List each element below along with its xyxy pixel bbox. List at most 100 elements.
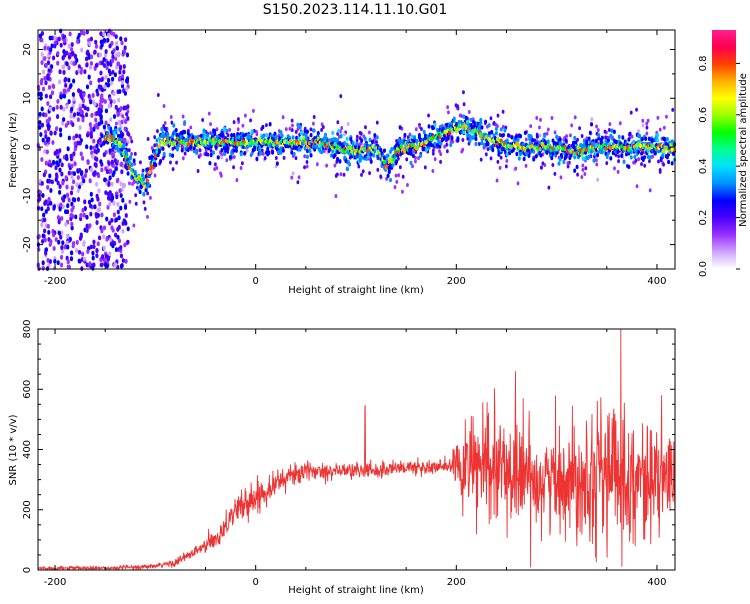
spectrogram-ridge-point xyxy=(336,156,340,162)
spectrogram-ridge-point xyxy=(462,114,466,119)
spectrogram-noise-point xyxy=(51,55,56,61)
spectrogram-ridge-point xyxy=(163,126,167,132)
spectrogram-noise-point xyxy=(99,31,103,37)
spectrogram-ridge-point xyxy=(331,148,335,154)
spectrogram-noise-point xyxy=(580,174,584,179)
spectrogram-ridge-point xyxy=(174,127,178,133)
spectrogram-noise-point xyxy=(305,159,309,164)
spectrogram-noise-point xyxy=(43,45,47,51)
spectrogram-ridge-point xyxy=(204,151,208,157)
spectrogram-noise-point xyxy=(58,127,63,133)
y-tick-label: 800 xyxy=(22,319,33,338)
spectrogram-noise-point xyxy=(553,130,557,135)
spectrogram-noise-point xyxy=(263,156,267,161)
spectrogram-ridge-point xyxy=(106,130,110,136)
spectrogram-ridge-point xyxy=(636,149,640,155)
spectrogram-ridge-point xyxy=(531,137,535,143)
spectrogram-noise-point xyxy=(64,155,69,161)
spectrogram-ridge-point xyxy=(610,128,614,133)
spectrogram-ridge-point xyxy=(349,145,353,151)
spectrogram-noise-point xyxy=(56,260,60,266)
spectrogram-noise-point xyxy=(53,258,57,264)
spectrogram-noise-point xyxy=(40,222,44,228)
spectrogram-ridge-point xyxy=(309,153,313,158)
spectrogram-noise-point xyxy=(85,29,89,35)
spectrogram-noise-point xyxy=(635,107,638,112)
spectrogram-noise-point xyxy=(617,154,620,159)
spectrogram-noise-point xyxy=(67,77,71,83)
spectrogram-noise-point xyxy=(121,221,125,226)
spectrogram-ridge-point xyxy=(234,135,238,141)
spectrogram-noise-point xyxy=(121,114,125,119)
spectrogram-ridge-point xyxy=(409,151,413,156)
spectrogram-noise-point xyxy=(249,118,252,123)
spectrogram-noise-point xyxy=(214,162,217,167)
spectrogram-ridge-point xyxy=(348,162,352,167)
spectrogram-ridge-point xyxy=(119,137,123,142)
spectrogram-ridge-point xyxy=(657,148,661,154)
spectrogram-noise-point xyxy=(99,70,103,76)
spectrogram-noise-point xyxy=(613,166,616,171)
spectrogram-noise-point xyxy=(56,215,61,220)
spectrogram-noise-point xyxy=(94,214,99,219)
spectrogram-ridge-point xyxy=(468,134,472,139)
spectrogram-ridge-point xyxy=(410,134,414,140)
spectrogram-ridge-point xyxy=(627,164,631,170)
y-tick-label: 10 xyxy=(22,92,33,105)
spectrogram-noise-point xyxy=(72,171,77,177)
spectrogram-noise-point xyxy=(110,159,114,165)
spectrogram-noise-point xyxy=(112,31,116,37)
spectrogram-noise-point xyxy=(67,54,71,60)
spectrogram-ridge-point xyxy=(147,182,151,187)
spectrogram-noise-point xyxy=(47,116,52,122)
spectrogram-ridge-point xyxy=(348,151,352,156)
spectrogram-noise-point xyxy=(125,52,130,58)
colorbar-tick-label: 0.2 xyxy=(698,210,709,226)
spectrogram-ridge-point xyxy=(144,187,148,193)
spectrogram-noise-point xyxy=(414,159,417,164)
spectrogram-ridge-point xyxy=(651,138,655,143)
spectrogram-ridge-point xyxy=(486,141,490,147)
spectrogram-ridge-point xyxy=(255,156,259,162)
spectrogram-noise-point xyxy=(64,82,68,88)
spectrogram-noise-point xyxy=(82,256,87,262)
spectrogram-y-label: Frequency (Hz) xyxy=(8,112,19,188)
snr-x-axis: -200 0 200 400 xyxy=(44,329,666,588)
spectrogram-ridge-point xyxy=(154,162,158,168)
spectrogram-ridge-point xyxy=(667,159,671,165)
spectrogram-noise-point xyxy=(60,162,64,168)
spectrogram-noise-point xyxy=(427,113,430,118)
spectrogram-noise-point xyxy=(232,120,236,125)
spectrogram-noise-point xyxy=(153,135,157,140)
spectrogram-ridge-point xyxy=(161,130,165,136)
spectrogram-noise-point xyxy=(551,162,555,167)
spectrogram-noise-point xyxy=(546,127,550,132)
spectrogram-noise-point xyxy=(78,133,82,139)
spectrogram-noise-point xyxy=(49,188,53,193)
spectrogram-noise-point xyxy=(122,69,126,75)
spectrogram-ridge-point xyxy=(532,157,536,162)
spectrogram-noise-point xyxy=(112,99,117,105)
spectrogram-noise-point xyxy=(86,160,90,166)
spectrogram-noise-point xyxy=(40,106,44,112)
spectrogram-noise-point xyxy=(92,244,96,250)
spectrogram-noise-point xyxy=(55,104,59,110)
spectrogram-noise-point xyxy=(126,109,130,114)
spectrogram-noise-point xyxy=(64,221,68,227)
spectrogram-noise-point xyxy=(69,113,73,119)
spectrogram-ridge-point xyxy=(144,174,148,179)
spectrogram-noise-point xyxy=(501,109,505,114)
spectrogram-noise-point xyxy=(128,199,132,204)
spectrogram-noise-point xyxy=(38,196,42,202)
spectrogram-noise-point xyxy=(538,133,542,138)
spectrogram-noise-point xyxy=(648,188,652,193)
spectrogram-noise-point xyxy=(117,238,122,244)
spectrogram-noise-point xyxy=(334,194,338,199)
spectrogram-noise-point xyxy=(63,77,67,83)
spectrogram-noise-point xyxy=(584,166,588,171)
spectrogram-ridge-point xyxy=(279,130,283,135)
spectrogram-ridge-point xyxy=(450,136,454,141)
spectrogram-noise-point xyxy=(431,168,435,173)
spectrogram-noise-point xyxy=(96,207,100,213)
spectrogram-noise-point xyxy=(241,123,245,128)
